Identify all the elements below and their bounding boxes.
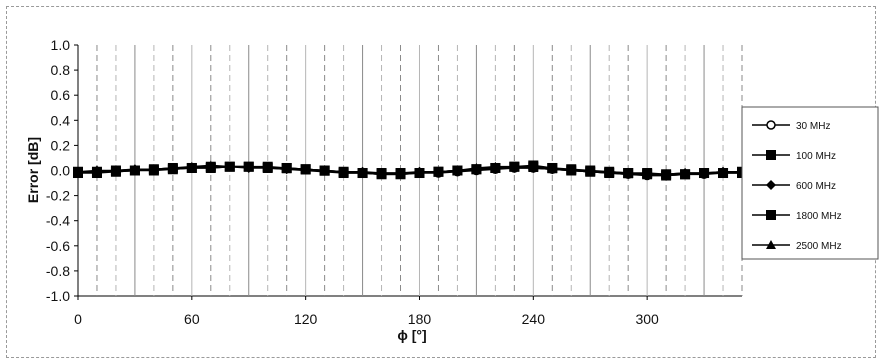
y-tick-label: 1.0 [51,37,71,53]
data-point [623,169,634,179]
x-tick-label: 180 [408,311,432,327]
legend-label: 100 MHz [796,151,836,162]
y-tick-labels: 1.0 0.8 0.6 0.4 0.2 0.0 -0.2 -0.4 -0.6 -0.8 -1.0 [46,37,78,304]
data-point [73,166,83,176]
y-tick-label: -0.4 [46,213,70,229]
legend-label: 600 MHz [796,181,836,192]
legend-label: 2500 MHz [796,241,842,252]
data-point [490,161,501,171]
data-point [471,162,482,172]
data-point [91,166,102,176]
data-point [338,168,349,178]
data-point [680,168,691,178]
x-tick-label: 120 [294,311,318,327]
data-point [509,161,520,171]
y-tick-label: -0.2 [46,188,70,204]
data-point [186,161,197,171]
legend-marker [766,180,776,190]
data-point [148,164,159,174]
y-tick-label: 0.8 [51,62,71,78]
data-point [129,164,140,174]
data-point [452,165,463,175]
y-tick-label: 0.2 [51,137,71,153]
y-tick-label: 0.6 [51,87,71,103]
legend-marker [766,210,776,220]
data-point [110,165,121,175]
legend: 30 MHz 100 MHz 600 MHz 1800 MHz 2500 MHz [741,106,879,260]
x-tick-label: 60 [184,311,200,327]
data-point [566,165,577,175]
data-point [414,168,425,178]
data-point [395,168,406,178]
legend-marker [766,150,776,160]
data-point [547,164,558,174]
data-point [585,166,596,176]
series-markers [73,160,747,181]
legend-marker [766,120,776,130]
x-axis-title: ϕ [°] [397,327,426,343]
legend-marker [766,240,776,249]
plot-area: 1.0 0.8 0.6 0.4 0.2 0.0 -0.2 -0.4 -0.6 -0.8 -1.0 0… [46,37,747,327]
data-point [357,168,368,178]
x-tick-label: 0 [74,311,82,327]
data-point [319,166,330,176]
y-tick-label: -0.6 [46,238,70,254]
data-point [699,168,710,178]
data-point [262,162,273,172]
x-tick-labels: 0 60 120 180 240 300 [74,296,659,327]
y-tick-label: 0.0 [51,163,71,179]
data-point [661,169,672,179]
x-tick-label: 300 [635,311,659,327]
data-point [300,165,311,175]
y-tick-label: 0.4 [51,112,71,128]
data-point [433,166,444,176]
legend-box [741,106,879,260]
y-tick-label: -0.8 [46,263,70,279]
data-point [642,169,653,179]
data-point [205,160,216,170]
x-tick-label: 240 [522,311,546,327]
legend-label: 1800 MHz [796,211,842,222]
data-point [281,164,292,174]
y-axis-title: Error [dB] [25,137,41,203]
data-point [528,162,539,172]
data-point [718,166,729,176]
data-point [604,168,615,178]
data-point [167,162,178,172]
y-tick-label: -1.0 [46,288,70,304]
data-point [243,161,254,171]
data-point [224,161,235,171]
legend-label: 30 MHz [796,121,830,132]
data-point [376,169,387,179]
